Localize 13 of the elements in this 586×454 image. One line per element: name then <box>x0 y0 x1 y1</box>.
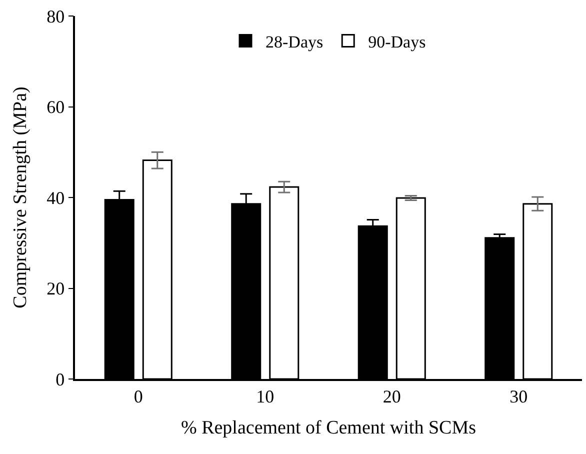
y-tick-label: 80 <box>46 6 65 26</box>
y-axis-title: Compressive Strength (MPa) <box>10 86 31 308</box>
y-tick-label: 40 <box>46 188 65 208</box>
x-tick-label: 30 <box>510 386 528 406</box>
legend-label: 28-Days <box>266 32 324 52</box>
y-tick-label: 20 <box>46 278 65 299</box>
y-tick-label: 0 <box>56 369 65 390</box>
y-tick-label: 60 <box>46 97 65 118</box>
legend-label: 90-Days <box>368 32 426 52</box>
x-tick-label: 10 <box>256 386 274 406</box>
x-tick-label: 20 <box>382 386 401 406</box>
x-tick-label: 0 <box>134 386 143 406</box>
x-axis-title: % Replacement of Cement with SCMs <box>181 418 476 439</box>
